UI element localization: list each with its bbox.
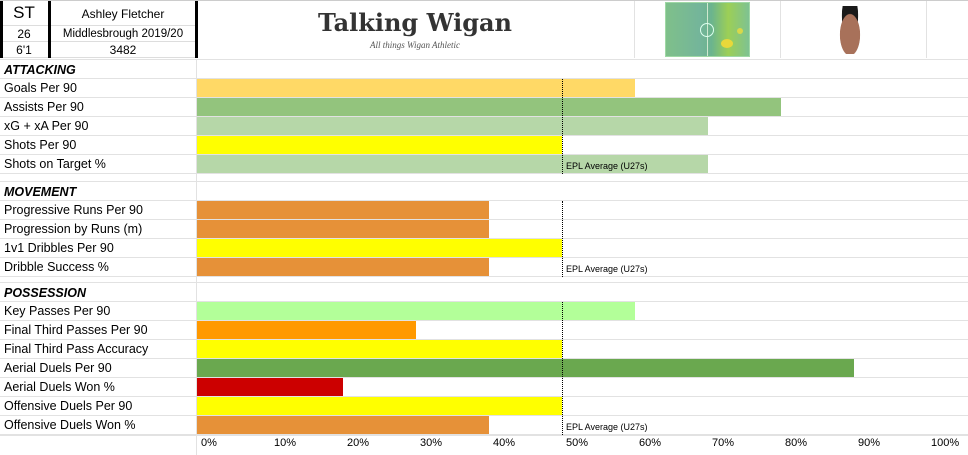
divider <box>0 396 968 397</box>
metric-bar <box>197 397 562 415</box>
metric-label: Progressive Runs Per 90 <box>4 203 143 217</box>
metric-bar <box>197 321 416 339</box>
metric-bar <box>197 258 489 276</box>
divider <box>48 0 51 58</box>
metric-label: Goals Per 90 <box>4 81 77 95</box>
section-title: ATTACKING <box>4 63 76 77</box>
metric-label: Progression by Runs (m) <box>4 222 143 236</box>
epl-average-line <box>562 302 563 435</box>
divider <box>0 59 968 60</box>
height: 6'1 <box>0 42 48 58</box>
axis-tick: 0% <box>201 437 217 449</box>
divider <box>0 238 968 239</box>
divider <box>0 377 968 378</box>
metric-label: Final Third Passes Per 90 <box>4 323 148 337</box>
divider <box>0 358 968 359</box>
player-photo <box>836 6 864 54</box>
divider <box>0 276 968 277</box>
metric-bar <box>197 416 489 434</box>
metric-bar <box>197 136 562 154</box>
club-season: Middlesbrough 2019/20 <box>51 26 195 42</box>
epl-average-label: EPL Average (U27s) <box>566 161 648 171</box>
divider <box>0 135 968 136</box>
divider <box>0 320 968 321</box>
metric-bar <box>197 155 708 173</box>
site-subtitle: All things Wigan Athletic <box>369 40 461 50</box>
metric-label: Shots Per 90 <box>4 138 77 152</box>
metric-label: Key Passes Per 90 <box>4 304 111 318</box>
axis-tick: 50% <box>566 437 589 449</box>
section-title: MOVEMENT <box>4 185 77 199</box>
metric-bar <box>197 302 635 320</box>
metric-label: Offensive Duels Per 90 <box>4 399 133 413</box>
epl-average-label: EPL Average (U27s) <box>566 264 648 274</box>
section-title: POSSESSION <box>4 286 86 300</box>
divider <box>0 415 968 416</box>
metric-bar <box>197 378 343 396</box>
metric-label: Aerial Duels Per 90 <box>4 361 112 375</box>
axis-tick: 60% <box>639 437 662 449</box>
heatmap-image <box>665 2 750 57</box>
minutes: 3482 <box>51 42 195 58</box>
divider <box>0 282 968 283</box>
divider <box>0 435 968 436</box>
metric-bar <box>197 79 635 97</box>
divider <box>0 200 968 201</box>
divider <box>0 219 968 220</box>
axis-tick: 70% <box>712 437 735 449</box>
axis-tick: 90% <box>858 437 881 449</box>
divider <box>0 78 968 79</box>
divider <box>0 181 968 182</box>
divider <box>0 301 968 302</box>
divider <box>196 60 197 455</box>
epl-average-line <box>562 201 563 277</box>
age: 26 <box>0 26 48 42</box>
metric-label: Assists Per 90 <box>4 100 84 114</box>
metric-label: Dribble Success % <box>4 260 109 274</box>
divider <box>0 116 968 117</box>
axis-tick: 40% <box>493 437 516 449</box>
axis-tick: 30% <box>420 437 443 449</box>
metric-bar <box>197 117 708 135</box>
axis-tick: 100% <box>931 437 960 449</box>
axis-tick: 20% <box>347 437 370 449</box>
divider <box>195 0 198 58</box>
divider <box>0 434 968 435</box>
metric-bar <box>197 359 854 377</box>
metric-bar <box>197 98 781 116</box>
divider <box>0 339 968 340</box>
epl-average-line <box>562 79 563 174</box>
divider <box>0 0 3 58</box>
metric-label: Offensive Duels Won % <box>4 418 136 432</box>
metric-bar <box>197 239 562 257</box>
divider <box>0 154 968 155</box>
metric-bar <box>197 220 489 238</box>
epl-average-label: EPL Average (U27s) <box>566 422 648 432</box>
metric-label: xG + xA Per 90 <box>4 119 89 133</box>
axis-tick: 10% <box>274 437 297 449</box>
divider <box>0 173 968 174</box>
metric-label: Shots on Target % <box>4 157 106 171</box>
metric-label: Aerial Duels Won % <box>4 380 115 394</box>
metric-bar <box>197 340 562 358</box>
metric-label: 1v1 Dribbles Per 90 <box>4 241 114 255</box>
divider <box>0 257 968 258</box>
metric-label: Final Third Pass Accuracy <box>4 342 149 356</box>
player-name: Ashley Fletcher <box>51 0 195 26</box>
position: ST <box>0 0 48 26</box>
site-title: Talking Wigan <box>318 8 512 37</box>
axis-tick: 80% <box>785 437 808 449</box>
metric-bar <box>197 201 489 219</box>
divider <box>0 97 968 98</box>
